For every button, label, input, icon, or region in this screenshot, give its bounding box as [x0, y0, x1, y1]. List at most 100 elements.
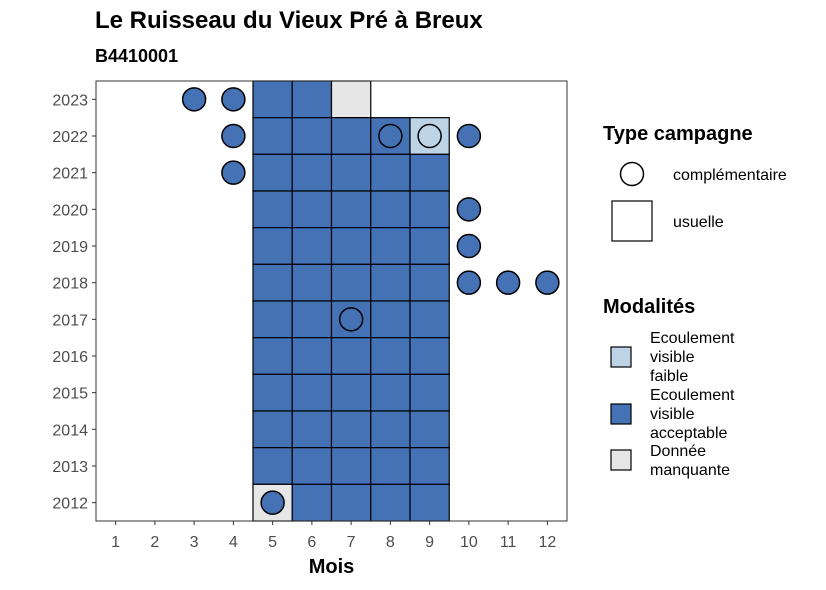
tile-2017-6 — [291, 300, 333, 339]
point-2018-11 — [495, 270, 521, 295]
legend-modalite-line: visible — [650, 406, 695, 423]
tile-2013-8 — [370, 447, 411, 485]
tile-2015-5 — [252, 373, 293, 412]
legend-key-complementaire — [619, 161, 645, 187]
y-tick-label: 2016 — [52, 349, 88, 366]
tile-2018-5 — [252, 263, 293, 302]
tile-2018-6 — [291, 263, 333, 302]
point-2019-10 — [456, 233, 482, 259]
x-tick-label: 12 — [538, 534, 556, 551]
y-tick-label: 2021 — [52, 166, 88, 183]
legend-modalite-label-faible: Ecoulement visible faible — [650, 329, 735, 386]
tile-2014-9 — [409, 410, 450, 449]
y-tick-label: 2020 — [52, 202, 88, 219]
legend-modalite-line: faible — [650, 368, 689, 385]
x-axis-title: Mois — [309, 556, 355, 578]
point-2022-9 — [417, 123, 442, 149]
y-tick-label: 2019 — [52, 239, 88, 256]
tile-2021-6 — [291, 153, 333, 192]
x-tick-label: 8 — [386, 534, 395, 551]
chart-title: Le Ruisseau du Vieux Pré à Breux — [95, 7, 483, 34]
plot-border — [95, 80, 568, 522]
legend-key-modalite — [610, 449, 632, 471]
chart-subtitle: B4410001 — [95, 46, 179, 66]
tile-2022-5 — [252, 117, 293, 155]
point-2018-12 — [535, 270, 560, 295]
tile-2014-7 — [330, 410, 372, 449]
tile-2022-6 — [291, 117, 333, 155]
tile-2016-6 — [291, 337, 333, 375]
legend-modalite-label-manquante: Donnée manquante — [650, 442, 730, 480]
y-tick-label: 2013 — [52, 459, 88, 476]
y-tick-label: 2018 — [52, 276, 88, 293]
tile-2021-8 — [370, 153, 411, 192]
tile-2017-9 — [409, 300, 450, 339]
legend-modalite-line: manquante — [650, 462, 731, 479]
tile-2023-6 — [291, 80, 333, 119]
tile-2015-7 — [330, 373, 372, 412]
tile-2016-7 — [330, 337, 372, 375]
tile-2016-9 — [409, 337, 450, 375]
legend-type-label-complementaire: complémentaire — [673, 167, 787, 184]
point-2021-4 — [221, 160, 246, 185]
legend-key-modalite — [610, 403, 632, 425]
tile-2020-6 — [291, 190, 333, 229]
tile-2019-5 — [252, 227, 293, 265]
y-tick-label: 2022 — [52, 129, 88, 146]
tile-2018-9 — [409, 263, 450, 302]
point-2017-7 — [338, 307, 364, 332]
tile-2016-8 — [370, 337, 411, 375]
legend-type-label-usuelle: usuelle — [673, 214, 724, 231]
tile-2021-5 — [252, 153, 293, 192]
tile-2017-8 — [370, 300, 411, 339]
point-2023-4 — [221, 87, 246, 112]
tile-2019-7 — [330, 227, 372, 265]
legend-modalites-title: Modalités — [603, 296, 696, 318]
x-tick-label: 5 — [268, 534, 277, 551]
tile-2023-5 — [252, 80, 293, 119]
tile-2016-5 — [252, 337, 293, 375]
tile-2015-9 — [409, 373, 450, 412]
tile-2013-7 — [330, 447, 372, 485]
x-tick-label: 6 — [307, 534, 316, 551]
y-tick-label: 2017 — [52, 312, 88, 329]
x-tick-label: 11 — [500, 534, 517, 551]
tile-2013-9 — [409, 447, 450, 485]
tile-2020-5 — [252, 190, 293, 229]
tile-2019-9 — [409, 227, 450, 265]
point-2022-4 — [221, 123, 246, 149]
legend-modalite-line: Ecoulement — [650, 330, 735, 347]
legend-modalite-line: visible — [650, 349, 695, 366]
point-2022-10 — [456, 123, 482, 149]
point-2020-10 — [456, 197, 482, 222]
tile-2020-9 — [409, 190, 450, 229]
legend-key-usuelle — [611, 200, 653, 242]
legend-modalite-line: Donnée — [650, 443, 707, 460]
tile-2021-7 — [330, 153, 372, 192]
point-2012-5 — [260, 490, 285, 515]
legend-key-modalite — [610, 346, 632, 368]
tile-2012-6 — [291, 483, 333, 522]
point-2023-3 — [181, 87, 207, 112]
tile-2023-7 — [330, 80, 372, 119]
y-tick-label: 2023 — [52, 92, 88, 109]
tile-2019-6 — [291, 227, 333, 265]
tile-2013-6 — [291, 447, 333, 485]
x-tick-label: 7 — [347, 534, 356, 551]
x-tick-label: 1 — [111, 534, 120, 551]
y-tick-label: 2015 — [52, 386, 88, 403]
x-tick-label: 4 — [229, 534, 238, 551]
tile-2015-8 — [370, 373, 411, 412]
tile-2014-8 — [370, 410, 411, 449]
x-tick-label: 10 — [460, 534, 478, 551]
tile-2015-6 — [291, 373, 333, 412]
tile-2012-8 — [370, 483, 411, 522]
x-tick-label: 9 — [425, 534, 434, 551]
legend-modalite-label-acceptable: Ecoulement visible acceptable — [650, 386, 735, 443]
point-2018-10 — [456, 270, 482, 295]
x-tick-label: 3 — [190, 534, 199, 551]
tile-2020-8 — [370, 190, 411, 229]
tile-2018-8 — [370, 263, 411, 302]
tile-2022-7 — [330, 117, 372, 155]
